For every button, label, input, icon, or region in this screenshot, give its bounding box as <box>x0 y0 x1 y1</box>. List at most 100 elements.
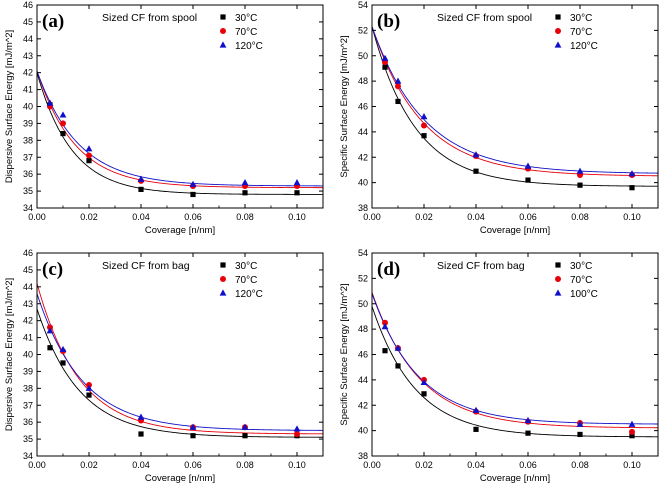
x-tick-label: 0.08 <box>236 460 254 470</box>
data-point <box>577 182 583 188</box>
fit-curve-2 <box>36 70 323 189</box>
data-point <box>59 345 67 353</box>
data-point <box>242 433 248 439</box>
data-point <box>85 384 93 391</box>
panel-label: (b) <box>377 11 400 32</box>
y-tick-label: 39 <box>23 118 33 128</box>
data-point <box>381 322 389 330</box>
data-point <box>421 133 427 139</box>
y-tick-label: 40 <box>23 102 33 112</box>
y-tick-label: 43 <box>23 51 33 61</box>
data-point <box>382 319 388 326</box>
chart-panel-1: 0.00 0.02 0.04 0.06 0.08 0.10 34 35 36 37 38 39 40 41… <box>4 0 324 236</box>
data-point <box>60 360 66 366</box>
panel-title: Sized CF from spool <box>437 12 532 24</box>
legend-marker-square <box>555 262 561 268</box>
data-point <box>395 363 401 369</box>
chart-panel-3: 0.00 0.02 0.04 0.06 0.08 0.10 34 35 36 37 38 39 40 41… <box>4 248 324 484</box>
data-point <box>60 120 66 127</box>
data-point <box>524 162 532 169</box>
x-tick-label: 0.02 <box>80 212 98 222</box>
data-point <box>576 420 584 427</box>
y-tick-label: 45 <box>23 265 33 275</box>
data-point <box>294 431 300 438</box>
data-point <box>86 392 92 398</box>
y-tick-label: 40 <box>358 426 368 436</box>
x-tick-label: 0.10 <box>288 212 306 222</box>
x-tick-label: 0.08 <box>571 460 589 470</box>
x-tick-label: 0.00 <box>28 212 46 222</box>
data-point <box>473 426 479 432</box>
y-tick-label: 38 <box>358 451 368 461</box>
y-tick-label: 34 <box>23 203 33 213</box>
data-point <box>629 185 635 191</box>
data-point <box>576 167 584 174</box>
data-point <box>293 179 301 186</box>
data-point <box>47 345 53 351</box>
x-tick-label: 0.00 <box>28 460 46 470</box>
legend-label: 30°C <box>570 13 592 24</box>
y-tick-label: 34 <box>23 451 33 461</box>
data-point <box>472 406 480 413</box>
x-axis-title: Coverage [n/nm] <box>145 225 215 236</box>
chart-panel-4: 0.00 0.02 0.04 0.06 0.08 0.10 38 40 42 44 46 48 50 52… <box>339 248 659 484</box>
y-tick-label: 41 <box>23 85 33 95</box>
legend-label: 70°C <box>570 275 592 286</box>
data-point <box>577 431 583 438</box>
x-tick-label: 0.08 <box>236 212 254 222</box>
fit-curve-3 <box>371 26 659 174</box>
fit-curve-3 <box>36 70 324 187</box>
data-point <box>190 433 196 439</box>
x-tick-label: 0.10 <box>623 212 641 222</box>
legend-label: 100°C <box>570 289 598 300</box>
data-point <box>420 378 428 386</box>
plot-frame <box>371 252 659 457</box>
x-axis-title: Coverage [n/nm] <box>480 225 550 236</box>
legend-label: 70°C <box>570 27 592 38</box>
y-tick-label: 52 <box>358 25 368 35</box>
legend-marker-circle <box>555 276 561 282</box>
data-point <box>60 130 66 137</box>
y-tick-label: 44 <box>23 34 33 44</box>
legend-marker-square <box>220 262 226 268</box>
panel-label: (c) <box>42 259 63 280</box>
y-tick-label: 54 <box>358 248 368 258</box>
fit-curve-1 <box>371 26 658 187</box>
fit-curve-1 <box>36 72 323 195</box>
legend-label: 30°C <box>235 261 257 272</box>
y-tick-label: 46 <box>358 350 368 360</box>
y-tick-label: 42 <box>358 152 368 162</box>
y-tick-label: 46 <box>23 0 33 10</box>
y-tick-label: 36 <box>23 169 33 179</box>
data-point <box>395 83 401 90</box>
fit-curve-1 <box>36 308 323 438</box>
y-axis-title: Specific Surface Energy [mJ/m^2] <box>339 283 350 425</box>
y-tick-label: 45 <box>23 17 33 27</box>
fit-curve-3 <box>36 293 323 431</box>
data-point <box>294 190 300 196</box>
data-point <box>381 54 389 61</box>
y-tick-label: 43 <box>23 299 33 309</box>
y-tick-label: 42 <box>358 400 368 410</box>
legend-marker-square <box>555 14 561 20</box>
data-point <box>472 151 480 158</box>
y-tick-label: 48 <box>358 324 368 334</box>
data-point <box>394 344 402 351</box>
fit-curve-3 <box>371 293 659 425</box>
y-tick-label: 52 <box>358 273 368 283</box>
y-tick-label: 50 <box>358 299 368 309</box>
y-tick-label: 44 <box>358 127 368 137</box>
data-point <box>628 420 636 427</box>
x-axis-title: Coverage [n/nm] <box>480 473 550 484</box>
legend-label: 30°C <box>235 13 257 24</box>
data-point <box>241 423 249 430</box>
x-tick-label: 0.00 <box>363 460 381 470</box>
plot-frame <box>36 4 324 209</box>
y-tick-label: 40 <box>23 350 33 360</box>
panel-label: (d) <box>377 259 400 280</box>
legend-label: 120°C <box>570 41 598 52</box>
data-point <box>86 152 92 159</box>
legend-label: 70°C <box>235 27 257 38</box>
legend-marker-triangle <box>219 289 227 296</box>
x-axis-title: Coverage [n/nm] <box>145 473 215 484</box>
